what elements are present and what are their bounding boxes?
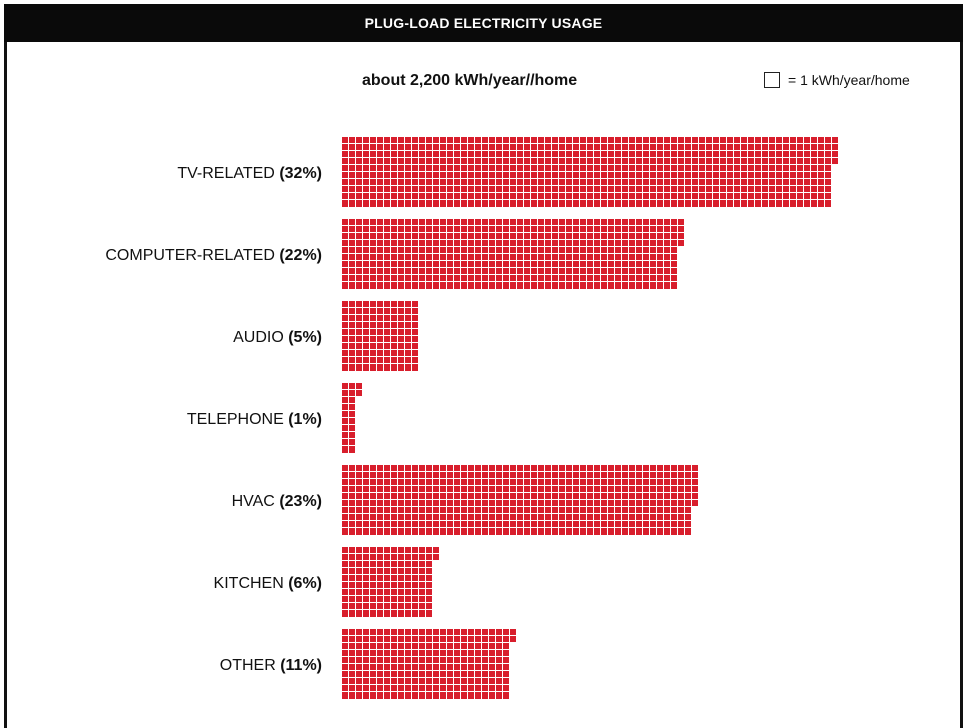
grid-line-horizontal <box>342 499 699 500</box>
category-percent: (32%) <box>279 165 322 182</box>
grid-line-horizontal <box>342 471 699 472</box>
grid-line-horizontal <box>342 602 440 603</box>
category-label: AUDIO (5%) <box>233 329 322 346</box>
category-label: HVAC (23%) <box>232 493 322 510</box>
grid-line-horizontal <box>342 649 517 650</box>
grid-line-horizontal <box>342 663 517 664</box>
category-name: OTHER <box>220 657 280 674</box>
grid-line-horizontal <box>342 335 419 336</box>
grid-line-horizontal <box>342 553 440 554</box>
bar-kitchen <box>342 547 440 617</box>
grid-line-horizontal <box>342 260 685 261</box>
category-percent: (5%) <box>288 329 322 346</box>
bar-computer-related <box>342 219 685 289</box>
grid-line-horizontal <box>342 478 699 479</box>
grid-line-horizontal <box>342 635 517 636</box>
grid-line-horizontal <box>342 150 839 151</box>
category-label: TELEPHONE (1%) <box>187 411 322 428</box>
grid-line-horizontal <box>342 445 363 446</box>
bar-hvac <box>342 465 699 535</box>
bar-telephone <box>342 383 363 453</box>
category-percent: (11%) <box>280 657 322 674</box>
grid-line-horizontal <box>342 431 363 432</box>
grid-line-horizontal <box>342 642 517 643</box>
grid-line-horizontal <box>342 253 685 254</box>
grid-line-horizontal <box>342 314 419 315</box>
grid-line-horizontal <box>342 389 363 390</box>
grid-line-horizontal <box>342 567 440 568</box>
grid-line-horizontal <box>342 595 440 596</box>
grid-line-horizontal <box>342 157 839 158</box>
grid-line-horizontal <box>342 609 440 610</box>
grid-line-horizontal <box>342 396 363 397</box>
grid-line-horizontal <box>342 417 363 418</box>
category-name: TV-RELATED <box>177 165 279 182</box>
grid-line-horizontal <box>342 670 517 671</box>
grid-line-horizontal <box>342 520 699 521</box>
grid-line-horizontal <box>342 506 699 507</box>
grid-line-horizontal <box>342 164 839 165</box>
grid-line-horizontal <box>342 588 440 589</box>
grid-line-horizontal <box>342 307 419 308</box>
grid-line-horizontal <box>342 560 440 561</box>
legend: = 1 kWh/year/home <box>764 72 910 88</box>
grid-line-horizontal <box>342 691 517 692</box>
grid-line-horizontal <box>342 171 839 172</box>
grid-line-horizontal <box>342 267 685 268</box>
category-percent: (1%) <box>288 411 322 428</box>
legend-square-icon <box>764 72 780 88</box>
grid-line-horizontal <box>342 178 839 179</box>
bar-other <box>342 629 517 699</box>
category-name: COMPUTER-RELATED <box>105 247 279 264</box>
chart-frame <box>4 4 963 728</box>
grid-line-horizontal <box>342 492 699 493</box>
legend-label: = 1 kWh/year/home <box>788 72 910 88</box>
grid-line-horizontal <box>342 225 685 226</box>
chart-title: PLUG-LOAD ELECTRICITY USAGE <box>4 4 963 42</box>
category-percent: (6%) <box>288 575 322 592</box>
category-name: TELEPHONE <box>187 411 288 428</box>
grid-line-horizontal <box>342 199 839 200</box>
grid-line-horizontal <box>342 424 363 425</box>
grid-line-horizontal <box>342 438 363 439</box>
grid-line-horizontal <box>342 403 363 404</box>
category-name: KITCHEN <box>214 575 289 592</box>
grid-line-horizontal <box>342 363 419 364</box>
category-label: KITCHEN (6%) <box>214 575 322 592</box>
grid-line-horizontal <box>342 246 685 247</box>
grid-line-horizontal <box>342 192 839 193</box>
grid-line-horizontal <box>342 349 419 350</box>
category-name: AUDIO <box>233 329 288 346</box>
grid-line-horizontal <box>342 185 839 186</box>
grid-line-horizontal <box>342 513 699 514</box>
grid-line-horizontal <box>342 232 685 233</box>
grid-line-horizontal <box>342 281 685 282</box>
grid-line-horizontal <box>342 574 440 575</box>
grid-line-horizontal <box>342 677 517 678</box>
chart-subtitle: about 2,200 kWh/year//home <box>362 72 578 89</box>
grid-line-horizontal <box>342 684 517 685</box>
grid-line-horizontal <box>342 274 685 275</box>
bar-audio <box>342 301 419 371</box>
category-percent: (22%) <box>279 247 322 264</box>
category-label: COMPUTER-RELATED (22%) <box>105 247 322 264</box>
grid-line-horizontal <box>342 356 419 357</box>
grid-line-horizontal <box>342 321 419 322</box>
category-name: HVAC <box>232 493 280 510</box>
grid-line-horizontal <box>342 527 699 528</box>
grid-line-horizontal <box>342 485 699 486</box>
category-label: TV-RELATED (32%) <box>177 165 322 182</box>
category-label: OTHER (11%) <box>220 657 322 674</box>
bar-tv-related <box>342 137 839 207</box>
grid-line-horizontal <box>342 143 839 144</box>
grid-line-horizontal <box>342 581 440 582</box>
grid-line-horizontal <box>342 342 419 343</box>
grid-line-horizontal <box>342 239 685 240</box>
category-percent: (23%) <box>279 493 322 510</box>
grid-line-horizontal <box>342 410 363 411</box>
grid-line-horizontal <box>342 656 517 657</box>
grid-line-horizontal <box>342 328 419 329</box>
